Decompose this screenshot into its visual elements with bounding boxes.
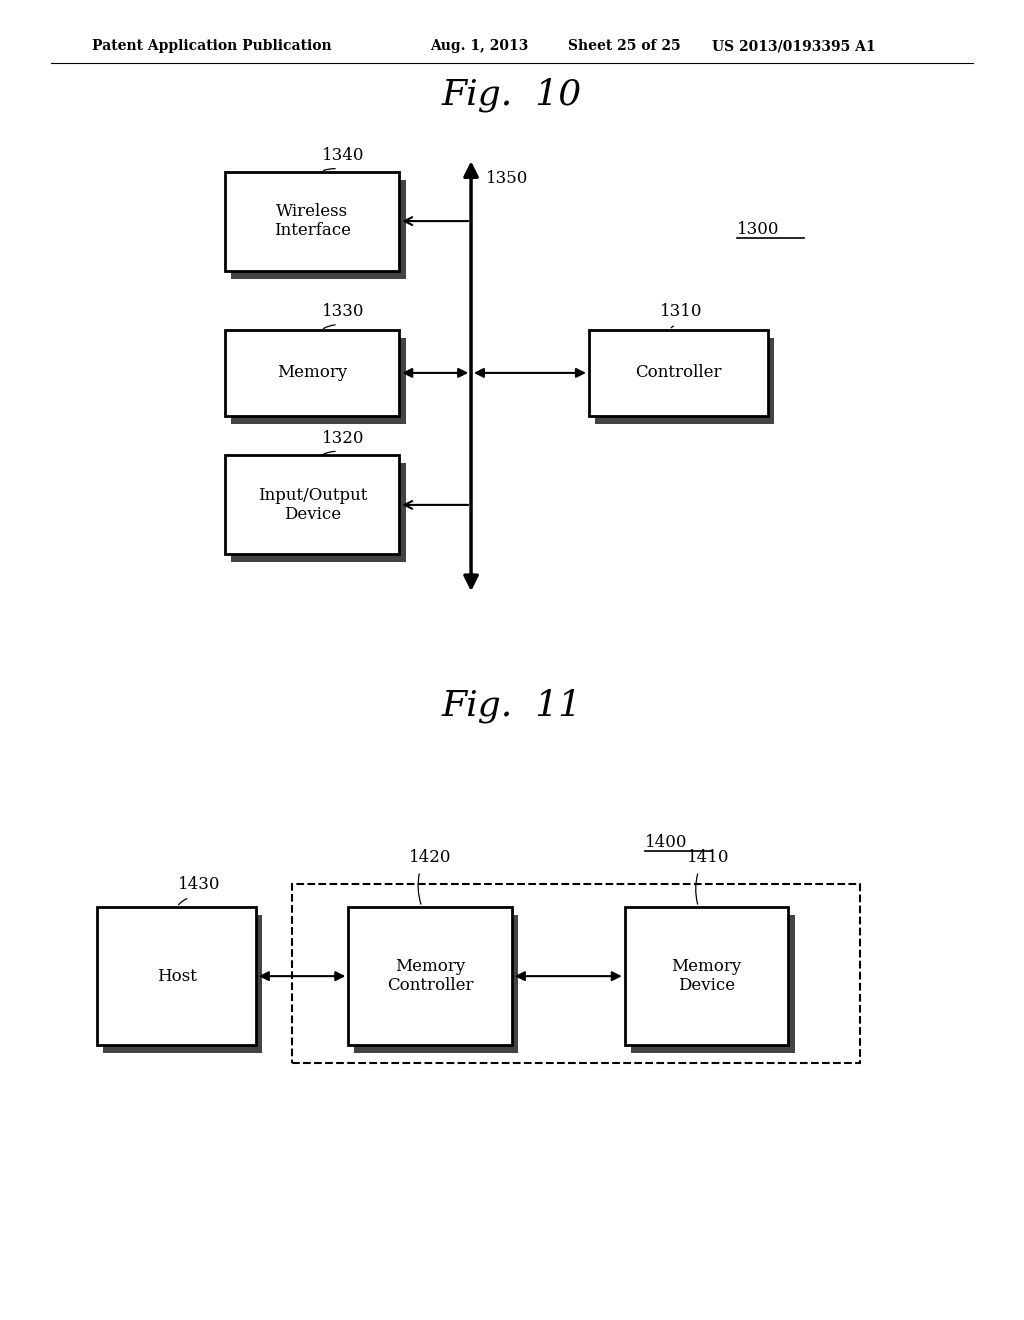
Text: 1330: 1330 bbox=[322, 304, 365, 319]
Text: 1400: 1400 bbox=[645, 834, 688, 851]
Text: 1320: 1320 bbox=[322, 430, 365, 446]
Bar bbox=[292, 884, 860, 1063]
Bar bbox=[595, 338, 774, 424]
Bar bbox=[225, 172, 399, 271]
Text: Aug. 1, 2013: Aug. 1, 2013 bbox=[430, 40, 528, 53]
Text: Wireless
Interface: Wireless Interface bbox=[273, 203, 351, 239]
Text: Memory
Device: Memory Device bbox=[672, 958, 741, 994]
Bar bbox=[103, 915, 262, 1053]
Bar bbox=[231, 463, 406, 562]
Bar bbox=[348, 907, 512, 1045]
Text: 1410: 1410 bbox=[687, 850, 730, 866]
Text: US 2013/0193395 A1: US 2013/0193395 A1 bbox=[712, 40, 876, 53]
Text: Fig.  11: Fig. 11 bbox=[442, 689, 582, 723]
Bar bbox=[625, 907, 788, 1045]
Text: 1420: 1420 bbox=[409, 850, 452, 866]
Bar bbox=[354, 915, 518, 1053]
Bar bbox=[97, 907, 256, 1045]
Text: Patent Application Publication: Patent Application Publication bbox=[92, 40, 332, 53]
Text: Memory
Controller: Memory Controller bbox=[387, 958, 473, 994]
Text: 1300: 1300 bbox=[737, 220, 780, 238]
Bar bbox=[231, 338, 406, 424]
Text: 1350: 1350 bbox=[486, 170, 528, 186]
Bar bbox=[225, 455, 399, 554]
Bar bbox=[231, 180, 406, 279]
Bar bbox=[225, 330, 399, 416]
Text: 1340: 1340 bbox=[322, 148, 365, 164]
Text: Sheet 25 of 25: Sheet 25 of 25 bbox=[568, 40, 681, 53]
Text: Controller: Controller bbox=[635, 364, 722, 381]
Text: Input/Output
Device: Input/Output Device bbox=[258, 487, 367, 523]
Text: Fig.  10: Fig. 10 bbox=[442, 78, 582, 112]
Text: 1430: 1430 bbox=[178, 876, 221, 892]
Bar bbox=[631, 915, 795, 1053]
Text: Memory: Memory bbox=[278, 364, 347, 381]
Bar bbox=[589, 330, 768, 416]
Text: Host: Host bbox=[157, 968, 197, 985]
Text: 1310: 1310 bbox=[659, 304, 702, 319]
